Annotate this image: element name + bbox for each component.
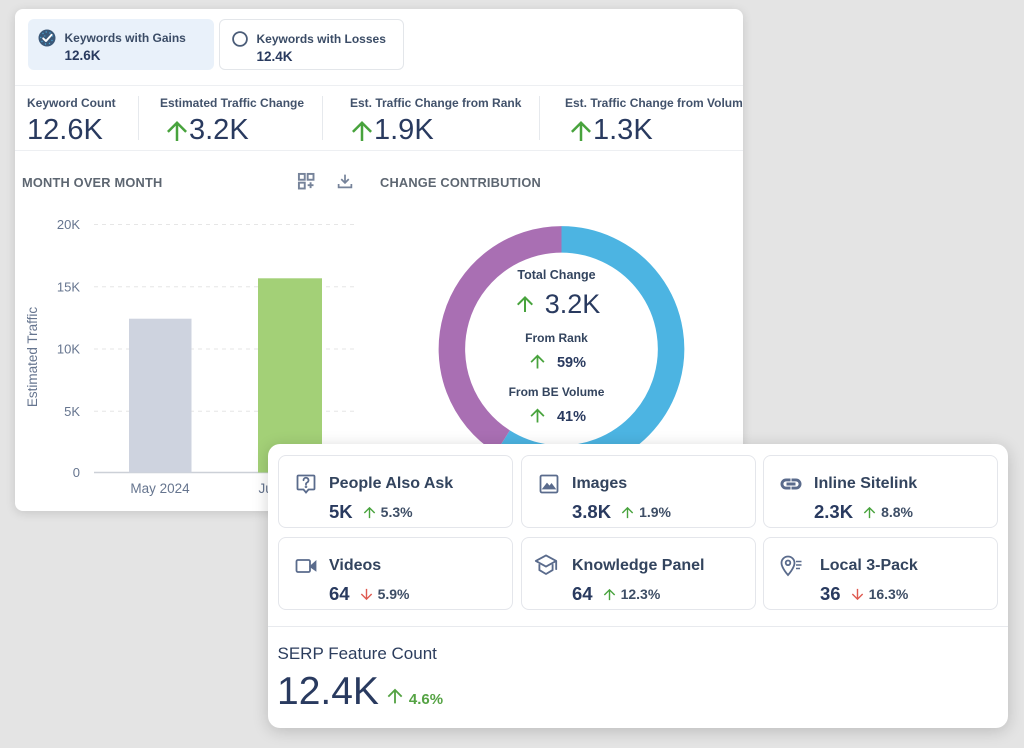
svg-text:Estimated Traffic: Estimated Traffic (25, 307, 40, 408)
svg-text:20K: 20K (57, 217, 80, 232)
svg-text:0: 0 (73, 465, 80, 480)
svg-text:5K: 5K (64, 404, 80, 419)
svg-text:15K: 15K (57, 279, 80, 294)
svg-text:10K: 10K (57, 342, 80, 357)
svg-text:May 2024: May 2024 (130, 481, 190, 496)
